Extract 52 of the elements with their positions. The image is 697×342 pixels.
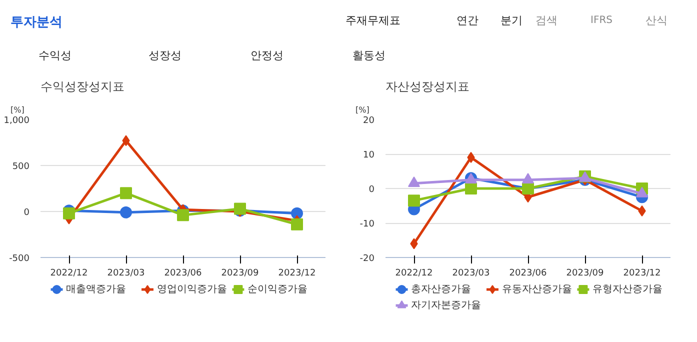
x-tick-label: 2023/06 (509, 268, 547, 278)
x-tick-label: 2022/12 (50, 268, 88, 278)
text: 활동성 (352, 49, 386, 62)
y-tick-label: 20 (363, 116, 375, 126)
y-axis-title: [%] (10, 106, 24, 114)
y-tick-label: -10 (360, 220, 375, 230)
y-tick-label: 500 (12, 162, 30, 172)
x-tick-label: 2022/12 (395, 268, 433, 278)
point (63, 207, 75, 220)
point (408, 176, 420, 187)
x-tick-label: 2023/09 (221, 268, 259, 278)
point (408, 194, 420, 207)
text: 수익성 (38, 49, 72, 62)
point (522, 173, 534, 184)
x-tick-label: 2023/12 (278, 268, 316, 278)
legend-label: 영업이익증가율 (156, 284, 227, 295)
x-tick-label: 2023/09 (566, 268, 604, 278)
legend-label: 총자산증가율 (411, 284, 472, 295)
text: 산식 (646, 14, 668, 27)
point (291, 218, 303, 230)
y-tick-label: 0 (368, 185, 375, 195)
y-tick-label: -20 (360, 254, 375, 264)
point (465, 182, 477, 194)
point (177, 209, 189, 222)
point (291, 207, 303, 220)
text: 안정성 (250, 49, 284, 62)
y-tick-label: 10 (363, 150, 375, 160)
point (636, 186, 648, 198)
y-tick-label: 0 (24, 208, 30, 218)
x-tick-label: 2023/03 (452, 268, 490, 278)
legend-label: 순이익증가율 (248, 284, 308, 295)
legend-label: 유동자산증가율 (502, 284, 572, 295)
text: 연간 (456, 14, 478, 27)
chart-title: 자산성장성지표 (386, 80, 470, 94)
text: 투자분석 (10, 15, 62, 30)
legend-label: 유형자산증가율 (592, 284, 663, 295)
y-tick-label: -500 (9, 254, 30, 264)
point (120, 206, 132, 218)
y-tick-label: 1,000 (4, 116, 30, 126)
chart-title: 수익성장성지표 (40, 80, 124, 94)
text: 분기 (500, 14, 522, 27)
y-axis-title: [%] (356, 106, 370, 114)
x-tick-label: 2023/03 (107, 268, 145, 278)
text: 검색 (536, 14, 558, 27)
x-tick-label: 2023/12 (623, 268, 661, 278)
text: 주재무제표 (346, 14, 400, 27)
x-tick-label: 2023/06 (164, 268, 202, 278)
legend-label: 매출액증가율 (66, 284, 126, 295)
legend-label: 자기자본증가율 (411, 300, 482, 311)
text: 성장성 (148, 49, 182, 62)
point (120, 187, 132, 200)
text: IFRS (590, 15, 612, 26)
